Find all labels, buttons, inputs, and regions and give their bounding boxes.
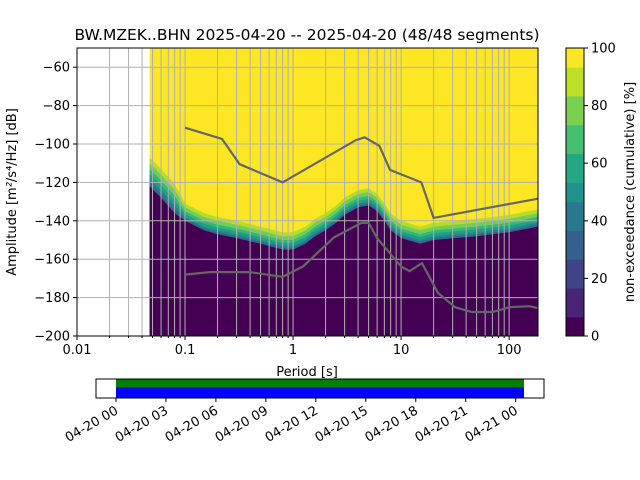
colorbar-segment bbox=[566, 201, 584, 212]
colorbar-segment bbox=[566, 124, 584, 135]
y-tick-label: −200 bbox=[34, 330, 70, 345]
colorbar-tick-label: 100 bbox=[591, 42, 616, 57]
colorbar-tick-label: 60 bbox=[591, 157, 608, 172]
y-tick-label: −160 bbox=[34, 253, 70, 268]
colorbar-segment bbox=[566, 67, 584, 78]
heatmap-band bbox=[149, 186, 538, 336]
colorbar-segment bbox=[566, 220, 584, 231]
colorbar-segment bbox=[566, 192, 584, 203]
colorbar-segment bbox=[566, 249, 584, 260]
timeline-tick-label: 04-20 00 bbox=[63, 403, 121, 445]
plot-frame bbox=[76, 47, 539, 337]
timeline-processed-segments-bar bbox=[115, 387, 525, 398]
colorbar-frame bbox=[565, 47, 585, 337]
colorbar-segment bbox=[566, 316, 584, 327]
colorbar-segment bbox=[566, 278, 584, 289]
y-tick-label: −60 bbox=[43, 61, 70, 76]
colorbar-segment bbox=[566, 211, 584, 222]
x-tick-label: 1 bbox=[289, 343, 297, 358]
colorbar-label: non-exceedance (cumulative) [%] bbox=[623, 82, 638, 302]
colorbar-segment bbox=[566, 268, 584, 279]
colorbar-segment bbox=[566, 134, 584, 145]
x-tick-label: 0.01 bbox=[63, 343, 92, 358]
timeline-tick-label: 04-20 21 bbox=[413, 403, 471, 445]
timeline-tick-label: 04-20 03 bbox=[113, 403, 171, 445]
x-axis-label: Period [s] bbox=[276, 365, 338, 380]
high-noise-model-line bbox=[184, 126, 539, 220]
colorbar-segment bbox=[566, 96, 584, 107]
colorbar-segment bbox=[566, 57, 584, 68]
y-tick-label: −180 bbox=[34, 291, 70, 306]
timeline-tick-label: 04-20 06 bbox=[163, 403, 221, 445]
timeline-tick-label: 04-20 15 bbox=[313, 403, 371, 445]
colorbar-segment bbox=[566, 76, 584, 87]
x-tick-label: 10 bbox=[393, 343, 410, 358]
colorbar-segment bbox=[566, 115, 584, 126]
colorbar-segment bbox=[566, 153, 584, 164]
timeline-frame bbox=[95, 378, 545, 399]
colorbar-segment bbox=[566, 163, 584, 174]
timeline-tick-label: 04-21 00 bbox=[463, 403, 521, 445]
colorbar-segment bbox=[566, 172, 584, 183]
colorbar-segment bbox=[566, 230, 584, 241]
colorbar-tick-label: 0 bbox=[591, 330, 599, 345]
colorbar-segment bbox=[566, 297, 584, 308]
colorbar-segment bbox=[566, 182, 584, 193]
colorbar-segment bbox=[566, 326, 584, 337]
y-tick-label: −80 bbox=[43, 99, 70, 114]
timeline-tick-label: 04-20 12 bbox=[263, 403, 321, 445]
colorbar-tick-label: 80 bbox=[591, 99, 608, 114]
timeline-tick-label: 04-20 18 bbox=[363, 403, 421, 445]
colorbar-segment bbox=[566, 288, 584, 299]
timeline-data-coverage-bar bbox=[115, 379, 525, 388]
y-tick-label: −120 bbox=[34, 176, 70, 191]
colorbar-tick-label: 40 bbox=[591, 214, 608, 229]
colorbar-segment bbox=[566, 240, 584, 251]
x-tick-label: 0.1 bbox=[175, 343, 196, 358]
colorbar-segment bbox=[566, 48, 584, 59]
low-noise-model-line bbox=[184, 221, 539, 314]
colorbar-segment bbox=[566, 259, 584, 270]
colorbar-segment bbox=[566, 144, 584, 155]
x-tick-label: 100 bbox=[497, 343, 522, 358]
y-tick-label: −140 bbox=[34, 214, 70, 229]
y-axis-label: Amplitude [m²/s⁴/Hz] [dB] bbox=[5, 108, 20, 276]
y-tick-label: −100 bbox=[34, 138, 70, 153]
colorbar-segment bbox=[566, 307, 584, 318]
chart-title: BW.MZEK..BHN 2025-04-20 -- 2025-04-20 (4… bbox=[74, 26, 539, 44]
timeline-tick-label: 04-20 09 bbox=[213, 403, 271, 445]
colorbar-segment bbox=[566, 105, 584, 116]
colorbar-tick-label: 20 bbox=[591, 272, 608, 287]
colorbar-segment bbox=[566, 86, 584, 97]
